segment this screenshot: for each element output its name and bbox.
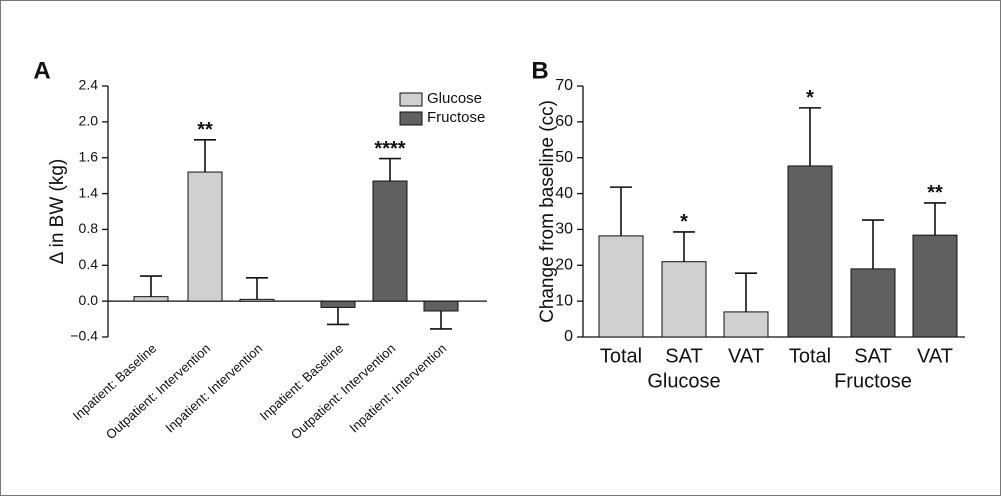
- panel-label: A: [33, 57, 50, 84]
- y-tick-label: 40: [555, 185, 573, 202]
- error-bar: [140, 275, 162, 297]
- bar: [787, 165, 833, 338]
- significance-label: **: [927, 182, 943, 204]
- error-bar: [430, 311, 452, 330]
- legend-swatch: [399, 111, 423, 126]
- legend-label: Glucose: [427, 90, 482, 107]
- x-tick-label: VAT: [728, 345, 764, 367]
- y-tick-label: 0.8: [79, 220, 99, 236]
- significance-label: **: [197, 119, 213, 141]
- y-tick-label: 0.0: [79, 292, 99, 308]
- error-bar: [799, 107, 821, 166]
- y-axis-label: Change from baseline (cc): [537, 100, 558, 323]
- bar: [133, 296, 169, 302]
- x-tick-label: SAT: [665, 345, 702, 367]
- error-bar: [194, 138, 216, 173]
- group-label: Glucose: [647, 370, 720, 392]
- legend-swatch: [399, 92, 423, 107]
- error-bar: [673, 231, 695, 262]
- bar: [320, 300, 356, 308]
- y-tick-label: 0: [564, 328, 573, 345]
- y-tick-label: 50: [555, 149, 573, 166]
- error-bar: [379, 157, 401, 182]
- y-tick-label: 2.4: [79, 77, 99, 93]
- error-bar: [610, 186, 632, 236]
- bar: [423, 300, 459, 312]
- group-label: Fructose: [834, 370, 912, 392]
- y-tick-label: −0.4: [70, 328, 98, 344]
- bar: [723, 311, 769, 338]
- bar: [239, 298, 275, 302]
- bar: [850, 268, 896, 338]
- y-tick-label: 70: [555, 77, 573, 94]
- y-tick-label: 20: [555, 257, 573, 274]
- x-tick-label: VAT: [917, 345, 953, 367]
- error-bar: [735, 272, 757, 312]
- bar: [598, 235, 644, 338]
- x-tick-label: SAT: [854, 345, 891, 367]
- legend-label: Fructose: [427, 109, 485, 126]
- bar: [912, 234, 958, 338]
- bar: [372, 180, 408, 302]
- panel-label: B: [531, 57, 548, 84]
- y-tick-label: 10: [555, 292, 573, 309]
- x-tick-label: Total: [600, 345, 642, 367]
- y-tick-label: 0.4: [79, 256, 99, 272]
- error-bar: [327, 307, 349, 326]
- bar: [187, 171, 223, 302]
- x-tick-label: Total: [789, 345, 831, 367]
- error-bar: [924, 202, 946, 236]
- y-tick-label: 60: [555, 113, 573, 130]
- significance-label: ****: [374, 138, 405, 160]
- y-tick-label: 1.6: [79, 148, 99, 164]
- error-bar: [246, 277, 268, 300]
- y-tick-label: 30: [555, 221, 573, 238]
- significance-label: *: [806, 87, 814, 109]
- y-tick-label: 2.0: [79, 113, 99, 129]
- bar: [661, 261, 707, 338]
- y-axis-label: Δ in BW (kg): [47, 159, 68, 265]
- y-tick-label: 1.4: [79, 184, 99, 200]
- error-bar: [862, 219, 884, 269]
- significance-label: *: [680, 211, 688, 233]
